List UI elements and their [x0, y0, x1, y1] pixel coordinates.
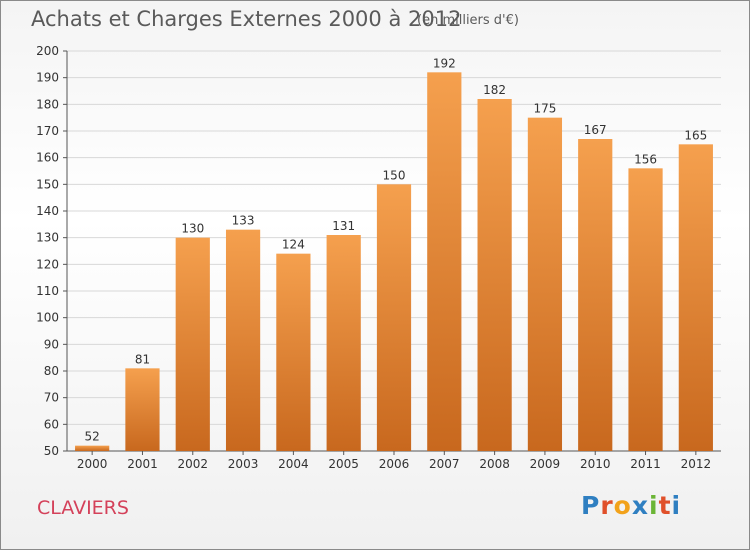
x-tick-label: 2008: [479, 457, 510, 471]
bar: [427, 72, 462, 451]
y-tick-label: 50: [44, 444, 59, 458]
x-tick-label: 2010: [580, 457, 611, 471]
y-tick-label: 180: [36, 97, 59, 111]
commune-name: CLAVIERS: [37, 497, 129, 519]
data-label: 133: [232, 214, 255, 228]
y-tick-label: 150: [36, 177, 59, 191]
x-tick-label: 2003: [228, 457, 259, 471]
y-tick-label: 200: [36, 44, 59, 58]
y-tick-label: 90: [44, 337, 59, 351]
logo-letter: x: [631, 491, 649, 520]
y-tick-label: 100: [36, 311, 59, 325]
bar: [527, 117, 563, 452]
x-tick-label: 2005: [328, 457, 359, 471]
logo-letter: t: [658, 491, 672, 520]
data-label: 167: [584, 123, 607, 137]
proxiti-logo: Proxiti: [581, 491, 681, 520]
data-label: 150: [383, 168, 406, 182]
bar: [628, 168, 663, 452]
bar: [477, 99, 512, 451]
y-tick-label: 170: [36, 124, 59, 138]
data-label: 131: [332, 219, 355, 233]
x-tick-label: 2012: [681, 457, 712, 471]
y-tick-label: 70: [44, 391, 59, 405]
bar: [125, 368, 160, 451]
data-label: 156: [634, 152, 657, 166]
data-label: 192: [433, 56, 456, 70]
x-tick-label: 2001: [127, 457, 158, 471]
y-tick-label: 60: [44, 417, 59, 431]
y-tick-label: 140: [36, 204, 59, 218]
data-label: 165: [684, 128, 707, 142]
x-tick-label: 2000: [77, 457, 108, 471]
data-label: 81: [135, 352, 150, 366]
data-label: 182: [483, 83, 506, 97]
y-tick-label: 130: [36, 231, 59, 245]
data-label: 124: [282, 238, 305, 252]
data-label: 52: [85, 430, 100, 444]
logo-letter: P: [581, 491, 601, 520]
chart-title: Achats et Charges Externes 2000 à 2012: [31, 7, 462, 31]
x-tick-label: 2004: [278, 457, 309, 471]
labels: 50 60 70 80 90 100 110 120 130 140 150 160 170 180 190…: [36, 44, 711, 471]
y-tick-label: 110: [36, 284, 59, 298]
y-tick-label: 120: [36, 257, 59, 271]
logo-letter: r: [600, 491, 614, 520]
bar: [225, 229, 261, 451]
logo-letter: o: [613, 491, 632, 520]
bar: [276, 253, 311, 451]
logo-letter: i: [649, 491, 659, 520]
x-tick-label: 2006: [379, 457, 410, 471]
x-tick-label: 2011: [630, 457, 661, 471]
bar: [376, 184, 412, 452]
bar: [578, 139, 613, 451]
data-label: 130: [181, 222, 204, 236]
x-tick-label: 2007: [429, 457, 460, 471]
bar: [75, 445, 110, 451]
data-label: 175: [533, 102, 556, 116]
x-tick-label: 2009: [530, 457, 561, 471]
bars: [75, 72, 713, 452]
logo-letter: i: [671, 491, 682, 520]
y-tick-label: 190: [36, 71, 59, 85]
y-tick-label: 80: [44, 364, 59, 378]
bar: [175, 237, 210, 451]
x-tick-label: 2002: [177, 457, 208, 471]
bar: [326, 235, 361, 451]
y-tick-label: 160: [36, 151, 59, 165]
bar: [678, 144, 713, 452]
chart-unit: (en milliers d'€): [417, 13, 519, 28]
